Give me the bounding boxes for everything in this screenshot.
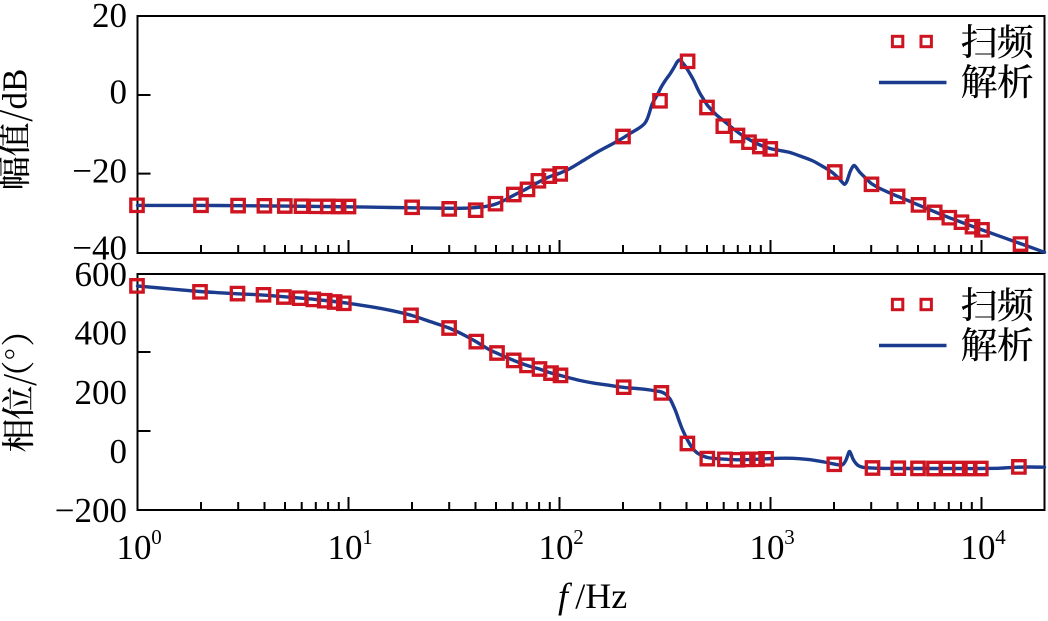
svg-text:3: 3: [784, 525, 795, 549]
svg-text:1: 1: [362, 525, 373, 549]
svg-text:400: 400: [75, 314, 128, 353]
svg-text:200: 200: [75, 373, 128, 412]
svg-text:4: 4: [995, 525, 1006, 549]
svg-text:10: 10: [961, 528, 996, 567]
svg-text:dB: dB: [0, 69, 35, 110]
svg-text:−200: −200: [55, 491, 127, 530]
svg-text:10: 10: [117, 528, 152, 567]
svg-text:20: 20: [92, 0, 127, 35]
svg-text:0: 0: [110, 432, 128, 471]
svg-text:−20: −20: [72, 152, 127, 191]
svg-text:0: 0: [110, 73, 128, 112]
svg-text:10: 10: [539, 528, 574, 567]
svg-text:10: 10: [328, 528, 363, 567]
svg-text:600: 600: [75, 255, 128, 294]
svg-text:f /Hz: f /Hz: [558, 576, 627, 616]
svg-text:2: 2: [573, 525, 584, 549]
svg-text:10: 10: [750, 528, 785, 567]
svg-text:0: 0: [151, 525, 162, 549]
svg-text:−40: −40: [72, 229, 127, 268]
